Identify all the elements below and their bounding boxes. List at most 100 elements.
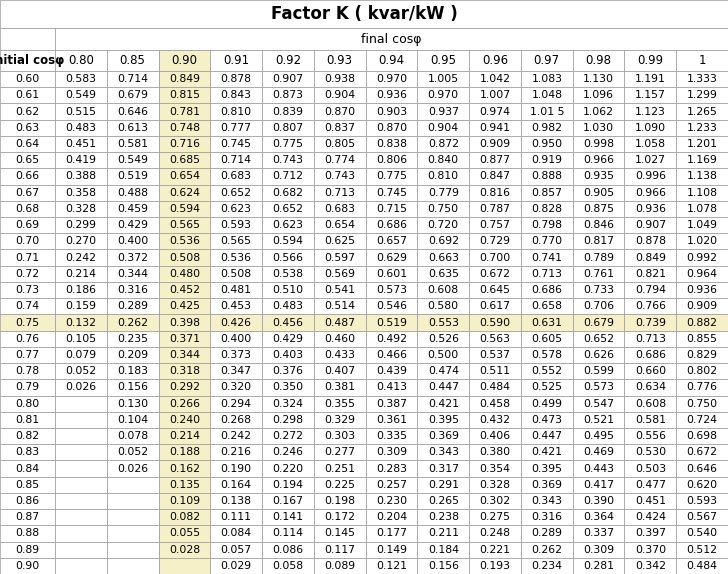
Bar <box>365 331 417 347</box>
Bar <box>0 71 55 87</box>
Bar <box>314 460 365 476</box>
Text: 0.376: 0.376 <box>272 366 304 376</box>
Text: 0.549: 0.549 <box>117 155 149 165</box>
Text: 0.672: 0.672 <box>480 269 510 279</box>
Bar <box>55 315 107 331</box>
Bar <box>469 347 521 363</box>
Bar <box>625 152 676 168</box>
Bar <box>55 28 728 50</box>
Text: 0.743: 0.743 <box>272 155 304 165</box>
Bar <box>314 250 365 266</box>
Text: 0.682: 0.682 <box>272 188 304 197</box>
Bar <box>417 363 469 379</box>
Bar <box>625 71 676 87</box>
Text: 0.843: 0.843 <box>221 90 252 100</box>
Bar <box>159 282 210 298</box>
Text: 0.530: 0.530 <box>635 447 666 457</box>
Text: 0.631: 0.631 <box>531 317 562 328</box>
Bar <box>314 71 365 87</box>
Text: 0.145: 0.145 <box>324 529 355 538</box>
Bar <box>573 119 625 136</box>
Bar <box>262 298 314 315</box>
Bar <box>314 87 365 103</box>
Bar <box>262 119 314 136</box>
Bar <box>676 201 728 217</box>
Text: 0.787: 0.787 <box>480 204 510 214</box>
Bar <box>676 379 728 395</box>
Text: 0.594: 0.594 <box>169 204 200 214</box>
Bar <box>469 233 521 250</box>
Text: 0.515: 0.515 <box>66 107 96 117</box>
Bar <box>573 509 625 525</box>
Text: 0.114: 0.114 <box>272 529 304 538</box>
Text: 0.966: 0.966 <box>583 155 614 165</box>
Bar <box>469 50 521 71</box>
Bar <box>676 136 728 152</box>
Bar <box>573 347 625 363</box>
Text: 0.776: 0.776 <box>687 382 718 393</box>
Text: 0.905: 0.905 <box>583 188 614 197</box>
Bar <box>521 444 573 460</box>
Bar <box>55 185 107 201</box>
Text: 0.433: 0.433 <box>324 350 355 360</box>
Bar <box>107 331 159 347</box>
Bar <box>573 493 625 509</box>
Text: 0.907: 0.907 <box>272 74 304 84</box>
Text: 0.026: 0.026 <box>66 382 96 393</box>
Text: 0.397: 0.397 <box>635 529 666 538</box>
Bar <box>417 103 469 119</box>
Bar <box>573 185 625 201</box>
Text: 0.234: 0.234 <box>531 561 562 571</box>
Text: 0.798: 0.798 <box>531 220 562 230</box>
Bar <box>676 250 728 266</box>
Bar <box>210 71 262 87</box>
Text: 0.183: 0.183 <box>117 366 149 376</box>
Bar <box>55 136 107 152</box>
Text: 0.829: 0.829 <box>687 350 718 360</box>
Bar <box>159 152 210 168</box>
Bar <box>365 558 417 574</box>
Bar <box>625 87 676 103</box>
Text: 0.373: 0.373 <box>221 350 252 360</box>
Bar <box>365 136 417 152</box>
Text: 0.94: 0.94 <box>379 54 405 67</box>
Text: 0.052: 0.052 <box>117 447 149 457</box>
Bar <box>314 558 365 574</box>
Bar <box>55 493 107 509</box>
Bar <box>417 444 469 460</box>
Text: 0.652: 0.652 <box>272 204 304 214</box>
Text: 0.537: 0.537 <box>480 350 510 360</box>
Text: 0.60: 0.60 <box>15 74 39 84</box>
Text: 0.85: 0.85 <box>15 480 39 490</box>
Text: 0.629: 0.629 <box>376 253 407 262</box>
Text: 0.388: 0.388 <box>66 172 96 181</box>
Text: 0.810: 0.810 <box>221 107 252 117</box>
Text: 0.720: 0.720 <box>428 220 459 230</box>
Bar <box>314 298 365 315</box>
Bar <box>573 331 625 347</box>
Bar <box>365 201 417 217</box>
Bar <box>0 119 55 136</box>
Text: 0.573: 0.573 <box>583 382 614 393</box>
Bar <box>107 250 159 266</box>
Bar <box>625 541 676 558</box>
Text: 0.849: 0.849 <box>169 74 200 84</box>
Bar <box>521 233 573 250</box>
Text: 1.020: 1.020 <box>687 236 718 246</box>
Bar <box>521 50 573 71</box>
Bar <box>469 71 521 87</box>
Bar <box>469 217 521 233</box>
Bar <box>262 331 314 347</box>
Text: 0.658: 0.658 <box>531 301 562 311</box>
Bar <box>210 363 262 379</box>
Text: 0.646: 0.646 <box>687 464 718 474</box>
Bar <box>107 509 159 525</box>
Text: 0.739: 0.739 <box>635 317 666 328</box>
Bar <box>210 476 262 493</box>
Bar <box>469 282 521 298</box>
Bar <box>676 428 728 444</box>
Bar <box>469 201 521 217</box>
Bar <box>159 331 210 347</box>
Bar <box>417 476 469 493</box>
Text: 0.079: 0.079 <box>66 350 96 360</box>
